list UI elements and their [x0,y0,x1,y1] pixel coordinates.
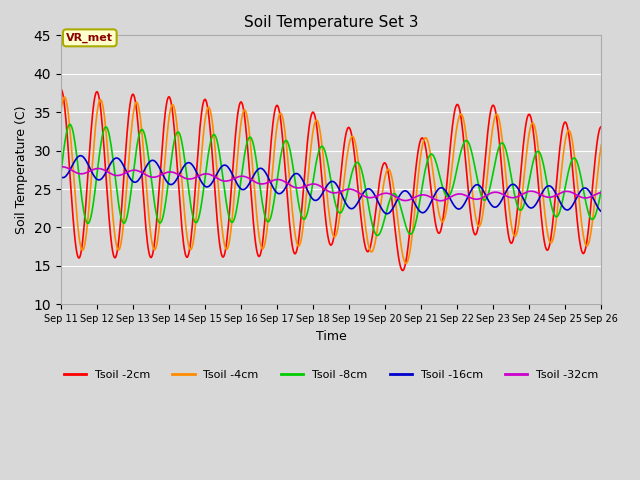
Tsoil -8cm [57,171,65,177]
Line: Tsoil -2cm: Tsoil -2cm [61,89,601,271]
Tsoil -4cm [414,177,422,182]
Tsoil -4cm [597,142,605,148]
Tsoil -16cm [207,182,214,188]
Y-axis label: Soil Temperature (C): Soil Temperature (C) [15,106,28,234]
Tsoil -2cm [397,264,404,270]
Tsoil -16cm [57,174,65,180]
Tsoil -2cm [57,86,65,92]
Tsoil -4cm [57,108,65,114]
Line: Tsoil -32cm: Tsoil -32cm [61,167,601,201]
Tsoil -2cm [67,182,74,188]
Tsoil -4cm [61,94,68,100]
Tsoil -32cm [57,164,65,170]
Tsoil -16cm [77,153,84,158]
Line: Tsoil -16cm: Tsoil -16cm [61,156,601,214]
Tsoil -4cm [123,180,131,185]
Tsoil -32cm [413,193,421,199]
Tsoil -8cm [178,140,186,145]
Tsoil -16cm [383,211,391,216]
Tsoil -4cm [68,144,76,150]
Tsoil -32cm [123,169,131,175]
Tsoil -8cm [123,214,131,219]
Tsoil -32cm [397,197,405,203]
Tsoil -32cm [597,190,605,195]
Tsoil -4cm [207,108,214,114]
Tsoil -32cm [207,172,214,178]
Line: Tsoil -4cm: Tsoil -4cm [61,97,601,264]
Tsoil -2cm [177,216,185,222]
Tsoil -8cm [398,210,406,216]
Tsoil -8cm [207,140,214,145]
Tsoil -8cm [374,233,381,239]
Tsoil -4cm [402,261,410,266]
Tsoil -2cm [122,140,130,146]
Tsoil -16cm [414,206,422,212]
Tsoil -2cm [597,124,605,130]
Tsoil -2cm [206,122,214,128]
Tsoil -8cm [414,209,422,215]
Tsoil -32cm [178,174,186,180]
Tsoil -2cm [399,268,406,274]
Tsoil -32cm [59,164,67,170]
Tsoil -16cm [178,167,186,172]
Line: Tsoil -8cm: Tsoil -8cm [61,124,601,236]
Title: Soil Temperature Set 3: Soil Temperature Set 3 [244,15,419,30]
Tsoil -8cm [597,188,605,193]
Tsoil -4cm [178,179,186,184]
Tsoil -8cm [66,121,74,127]
Tsoil -16cm [123,170,131,176]
Tsoil -4cm [397,245,405,251]
Tsoil -16cm [67,166,74,171]
Tsoil -32cm [436,198,444,204]
Legend: Tsoil -2cm, Tsoil -4cm, Tsoil -8cm, Tsoil -16cm, Tsoil -32cm: Tsoil -2cm, Tsoil -4cm, Tsoil -8cm, Tsoi… [60,366,603,385]
Tsoil -16cm [597,209,605,215]
Text: VR_met: VR_met [67,33,113,43]
Tsoil -8cm [68,123,76,129]
Tsoil -32cm [68,167,76,173]
Tsoil -16cm [398,190,406,195]
X-axis label: Time: Time [316,330,346,343]
Tsoil -2cm [413,155,421,161]
